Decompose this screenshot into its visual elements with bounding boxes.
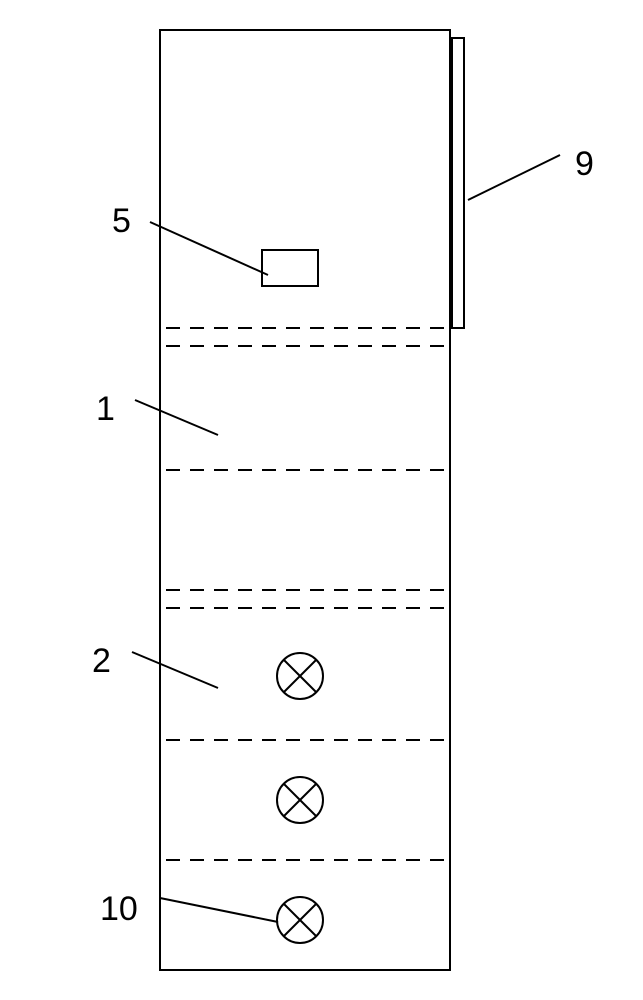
callout-label: 10 bbox=[100, 890, 138, 928]
callout-label: 1 bbox=[96, 390, 115, 428]
canvas-bg bbox=[0, 0, 643, 1000]
callout-label: 2 bbox=[92, 642, 111, 680]
callout-label: 9 bbox=[575, 145, 594, 183]
callout-label: 5 bbox=[112, 202, 131, 240]
